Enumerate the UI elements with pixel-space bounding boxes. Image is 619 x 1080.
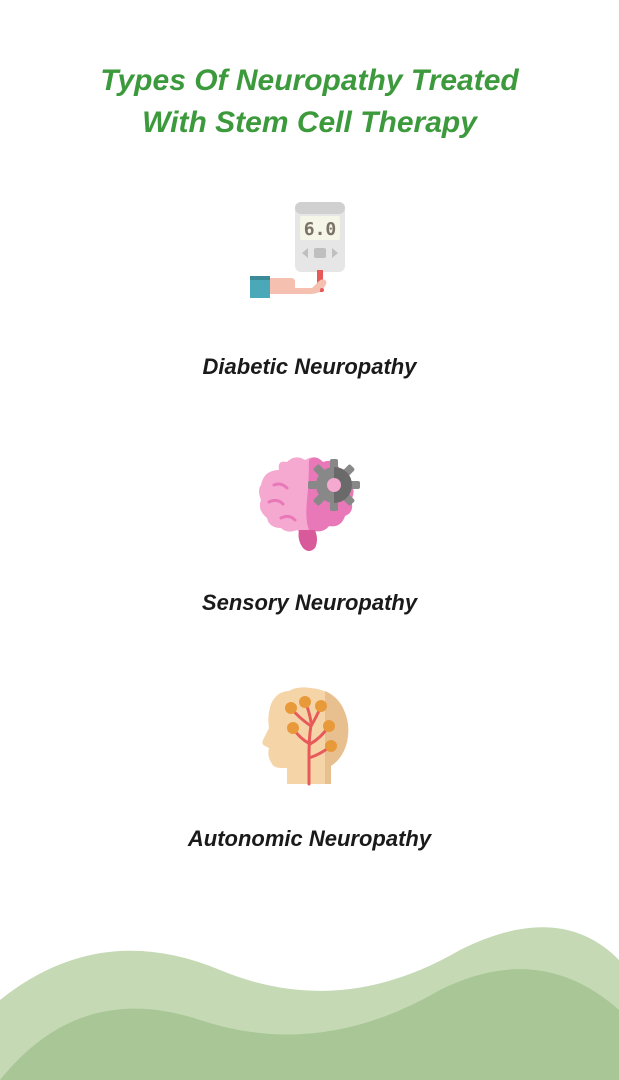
svg-text:6.0: 6.0 <box>303 219 336 240</box>
hills-background <box>0 880 619 1080</box>
item-sensory: Sensory Neuropathy <box>202 430 417 616</box>
glucometer-hand-icon: 6.0 <box>240 194 380 334</box>
head-nerves-icon <box>239 666 379 806</box>
item-diabetic: 6.0 Diabetic Neuropathy <box>203 194 417 380</box>
brain-gear-icon <box>239 430 379 570</box>
items-list: 6.0 Diabetic Neuropathy <box>0 174 619 852</box>
item-label: Diabetic Neuropathy <box>203 354 417 380</box>
item-label: Sensory Neuropathy <box>202 590 417 616</box>
page-title: Types Of Neuropathy Treated With Stem Ce… <box>0 0 619 174</box>
item-label: Autonomic Neuropathy <box>188 826 431 852</box>
item-autonomic: Autonomic Neuropathy <box>188 666 431 852</box>
